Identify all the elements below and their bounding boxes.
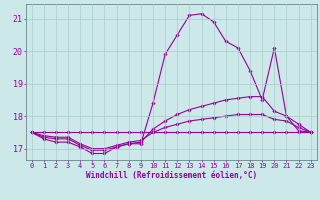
X-axis label: Windchill (Refroidissement éolien,°C): Windchill (Refroidissement éolien,°C) [86,171,257,180]
